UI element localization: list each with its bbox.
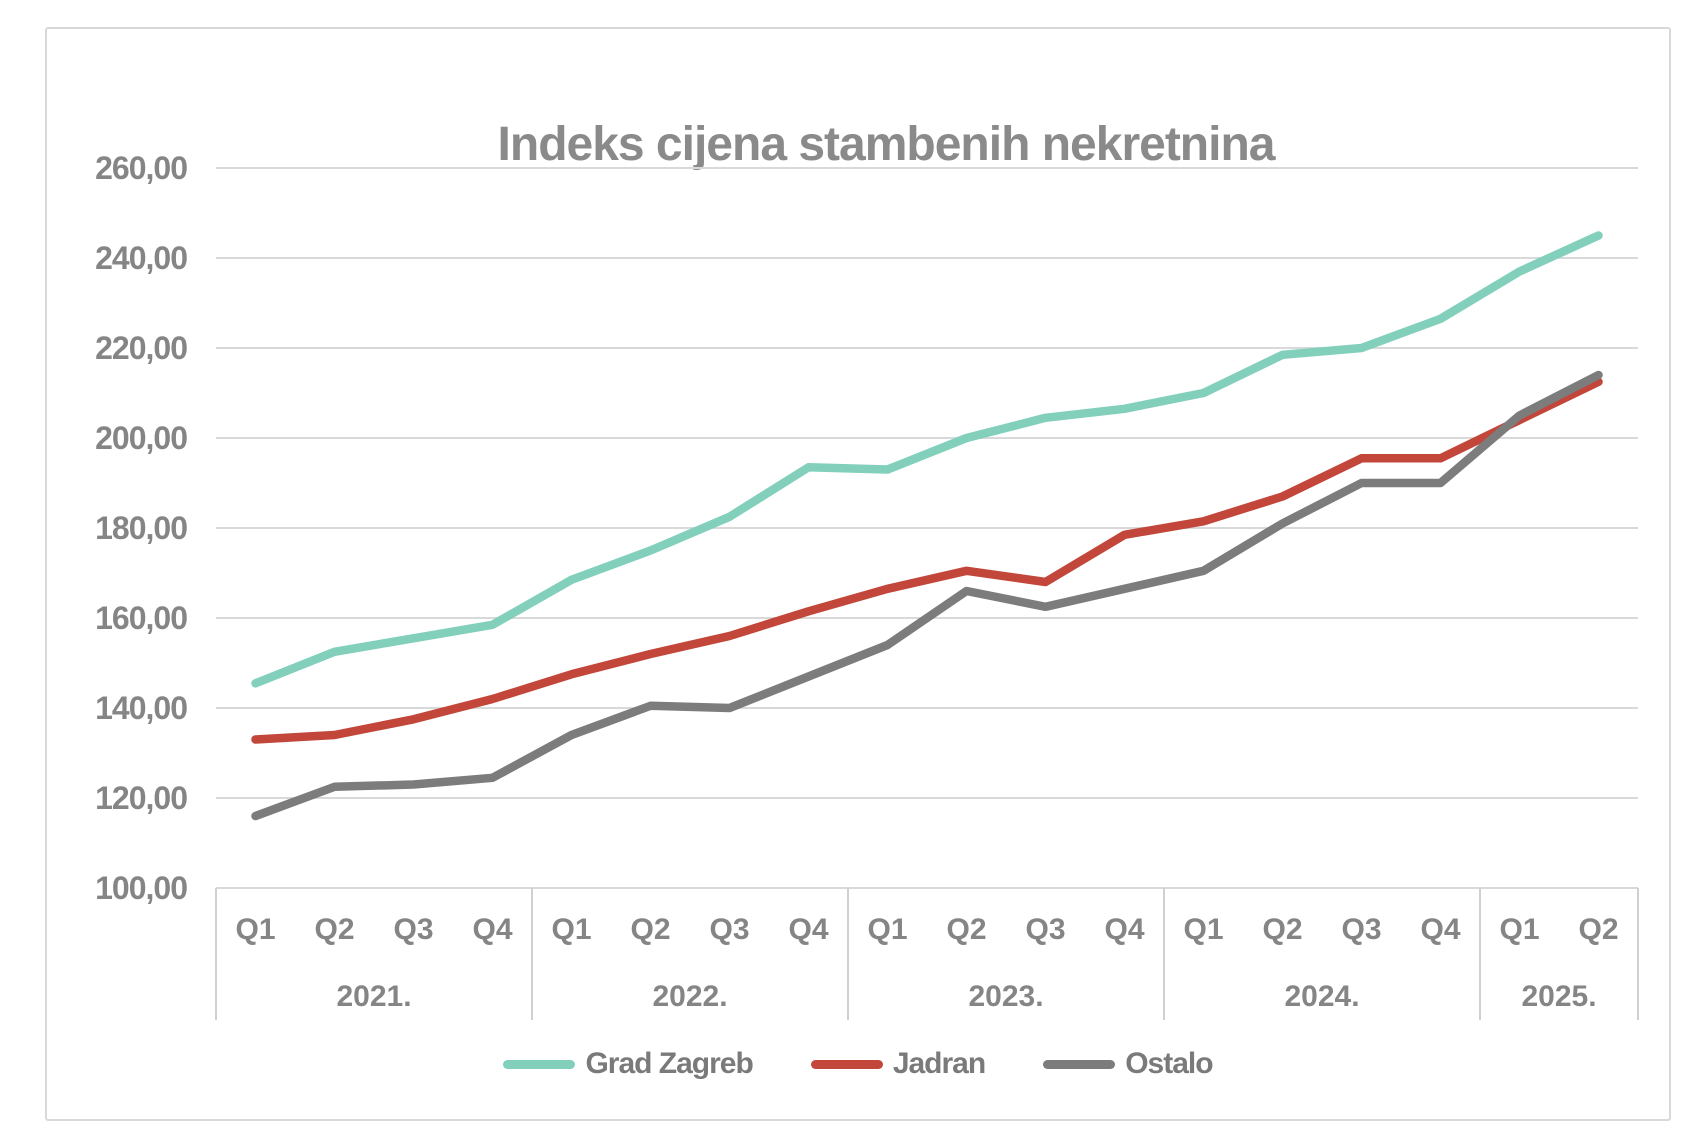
year-label: 2023. (968, 980, 1044, 1013)
chart-title: Indeks cijena stambenih nekretnina (497, 118, 1276, 171)
quarter-label: Q2 (1578, 913, 1619, 946)
quarter-label: Q3 (393, 913, 434, 946)
plot-area (215, 167, 1639, 1020)
quarter-label: Q3 (1341, 913, 1382, 946)
quarter-label: Q2 (630, 913, 671, 946)
y-tick-label: 200,00 (95, 420, 188, 456)
quarter-label: Q4 (1420, 913, 1461, 946)
quarter-label: Q2 (946, 913, 987, 946)
legend-item-grad-zagreb: Grad Zagreb (503, 1047, 754, 1081)
chart-frame: Indeks cijena stambenih nekretnina 260,0… (45, 27, 1671, 1121)
quarter-label: Q1 (867, 913, 908, 946)
legend-label: Ostalo (1125, 1047, 1213, 1080)
series-line-ostalo (251, 370, 1603, 821)
y-tick-label: 120,00 (95, 780, 188, 816)
y-tick-label: 240,00 (95, 240, 188, 276)
legend-label: Grad Zagreb (585, 1047, 753, 1080)
y-tick-label: 100,00 (95, 870, 188, 906)
series-line-jadran (251, 377, 1603, 744)
quarter-label: Q4 (1104, 913, 1145, 946)
y-tick-label: 220,00 (95, 330, 188, 366)
year-label: 2021. (336, 980, 412, 1013)
legend-swatch (810, 1059, 883, 1069)
legend-item-jadran: Jadran (810, 1047, 986, 1081)
quarter-label: Q1 (551, 913, 592, 946)
quarter-label: Q4 (788, 913, 829, 946)
legend: Grad Zagreb Jadran Ostalo (47, 1047, 1669, 1081)
quarter-label: Q1 (235, 913, 276, 946)
legend-item-ostalo: Ostalo (1043, 1047, 1214, 1081)
quarter-label: Q2 (1262, 913, 1303, 946)
y-tick-label: 260,00 (95, 150, 188, 186)
year-label: 2022. (652, 980, 728, 1013)
series-line-grad-zagreb (251, 231, 1603, 688)
y-tick-label: 140,00 (95, 690, 188, 726)
quarter-label: Q1 (1499, 913, 1540, 946)
quarter-label: Q4 (472, 913, 513, 946)
quarter-label: Q2 (314, 913, 355, 946)
y-tick-label: 160,00 (95, 600, 188, 636)
quarter-label: Q1 (1183, 913, 1224, 946)
y-tick-label: 180,00 (95, 510, 188, 546)
quarter-label: Q3 (1025, 913, 1066, 946)
year-label: 2025. (1521, 980, 1597, 1013)
legend-swatch (503, 1059, 576, 1069)
year-label: 2024. (1284, 980, 1360, 1013)
quarter-label: Q3 (709, 913, 750, 946)
legend-swatch (1043, 1059, 1116, 1069)
legend-label: Jadran (892, 1047, 986, 1080)
